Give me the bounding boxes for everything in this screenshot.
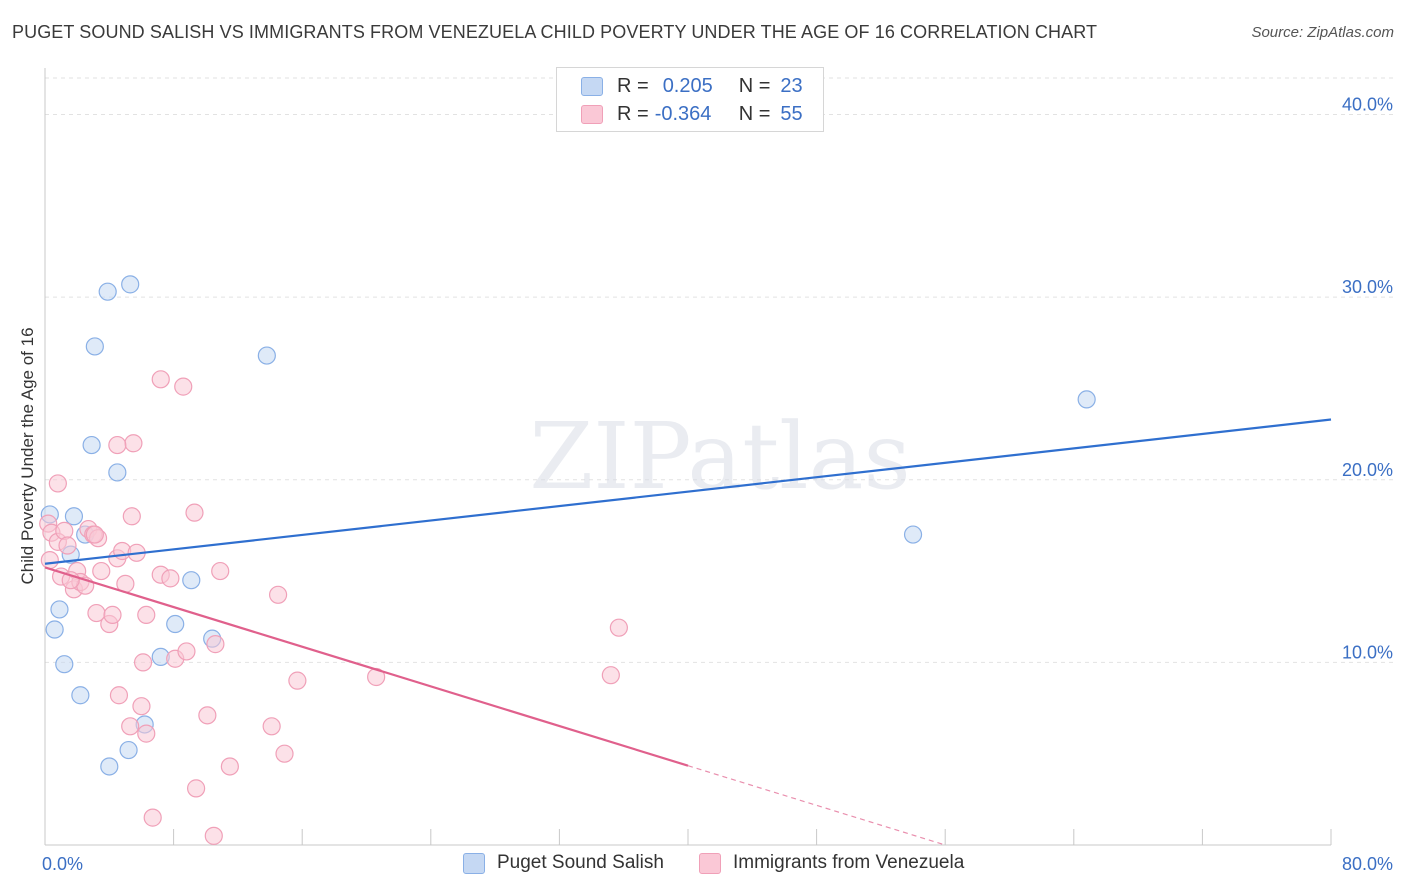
legend-n-value: 23 xyxy=(780,74,803,97)
legend-item-label: Puget Sound Salish xyxy=(497,852,664,873)
series-immigrants-from-venezuela xyxy=(39,370,628,845)
data-point xyxy=(137,724,156,743)
data-point xyxy=(151,370,170,389)
data-point xyxy=(137,605,156,625)
data-point xyxy=(98,282,117,301)
data-point xyxy=(124,434,143,453)
data-point xyxy=(92,561,111,581)
correlation-legend: R = 0.205 N = 23 R = -0.364 N = 55 xyxy=(556,67,824,132)
data-point xyxy=(220,757,239,776)
data-point xyxy=(40,551,59,570)
data-point xyxy=(133,653,153,672)
source-label: Source: ZipAtlas.com xyxy=(1251,24,1394,41)
data-point xyxy=(206,635,225,654)
watermark: ZIPatlas xyxy=(529,403,910,510)
data-point xyxy=(161,569,180,588)
data-point xyxy=(132,697,151,716)
legend-item-venezuela[interactable]: Immigrants from Venezuela xyxy=(699,852,964,874)
data-point xyxy=(58,536,77,555)
axes xyxy=(44,68,1332,846)
data-point xyxy=(211,561,230,581)
data-point xyxy=(166,614,185,634)
data-point xyxy=(185,503,204,522)
trend-line xyxy=(44,418,1332,565)
data-point xyxy=(257,346,276,365)
data-point xyxy=(288,671,307,690)
x-tick-label: 0.0% xyxy=(42,854,83,874)
data-point xyxy=(182,571,201,590)
data-point xyxy=(55,655,74,674)
legend-row-venezuela: R = -0.364 N = 55 xyxy=(581,102,803,126)
legend-n-label: N = xyxy=(738,102,771,125)
data-point xyxy=(71,686,90,705)
legend-r-label: R = xyxy=(617,74,649,97)
y-axis-label: Child Poverty Under the Age of 16 xyxy=(18,327,37,584)
y-tick-label: 40.0% xyxy=(1342,95,1393,115)
data-point xyxy=(108,435,127,455)
data-point xyxy=(601,666,620,685)
data-point xyxy=(85,525,104,544)
legend-row-salish: R = 0.205 N = 23 xyxy=(581,74,803,98)
legend-n-label: N = xyxy=(738,74,771,97)
trend-line xyxy=(44,566,689,767)
legend-swatch-salish xyxy=(581,76,603,96)
legend-swatch-venezuela xyxy=(699,852,721,874)
y-tick-label: 10.0% xyxy=(1342,642,1393,662)
series-puget-sound-salish xyxy=(40,275,1096,776)
data-point xyxy=(275,744,294,763)
data-point xyxy=(119,740,138,760)
data-point xyxy=(103,605,122,625)
data-point xyxy=(1077,390,1096,409)
y-tick-labels: 10.0% 20.0% 30.0% 40.0% xyxy=(1342,95,1393,663)
data-point xyxy=(262,717,281,736)
data-point xyxy=(100,757,119,776)
legend-n-value: 55 xyxy=(780,102,803,125)
data-point xyxy=(121,275,140,294)
data-point xyxy=(609,618,628,637)
data-point xyxy=(187,779,206,798)
data-point xyxy=(85,337,104,356)
data-point xyxy=(903,525,923,544)
data-point xyxy=(198,706,217,725)
data-point xyxy=(177,642,196,661)
y-tick-label: 30.0% xyxy=(1342,277,1393,297)
legend-r-value: -0.364 xyxy=(654,102,712,125)
data-point xyxy=(45,620,64,639)
legend-item-salish[interactable]: Puget Sound Salish xyxy=(463,852,664,874)
data-point xyxy=(48,474,67,493)
data-point xyxy=(64,507,84,526)
data-point xyxy=(50,600,69,619)
gridlines xyxy=(45,77,1395,663)
data-point xyxy=(121,717,140,736)
x-tick-label: 80.0% xyxy=(1342,854,1393,874)
chart-title: PUGET SOUND SALISH VS IMMIGRANTS FROM VE… xyxy=(12,22,1098,42)
trend-lines xyxy=(44,418,1332,846)
legend-swatch-venezuela xyxy=(581,104,603,124)
x-tick-labels: 0.0% 80.0% xyxy=(42,854,1393,874)
data-point xyxy=(204,826,223,845)
legend-item-label: Immigrants from Venezuela xyxy=(733,852,965,873)
legend-r-value: 0.205 xyxy=(662,74,713,97)
data-point xyxy=(82,435,101,455)
data-point xyxy=(109,686,129,705)
data-point xyxy=(143,808,162,827)
data-point xyxy=(108,463,127,482)
legend-swatch-salish xyxy=(463,852,485,874)
series-legend: Puget Sound Salish Immigrants from Venez… xyxy=(0,852,1406,878)
legend-r-label: R = xyxy=(617,102,649,125)
y-tick-label: 20.0% xyxy=(1342,460,1393,480)
data-point xyxy=(122,507,141,526)
data-point xyxy=(268,585,288,604)
data-point xyxy=(174,377,193,396)
